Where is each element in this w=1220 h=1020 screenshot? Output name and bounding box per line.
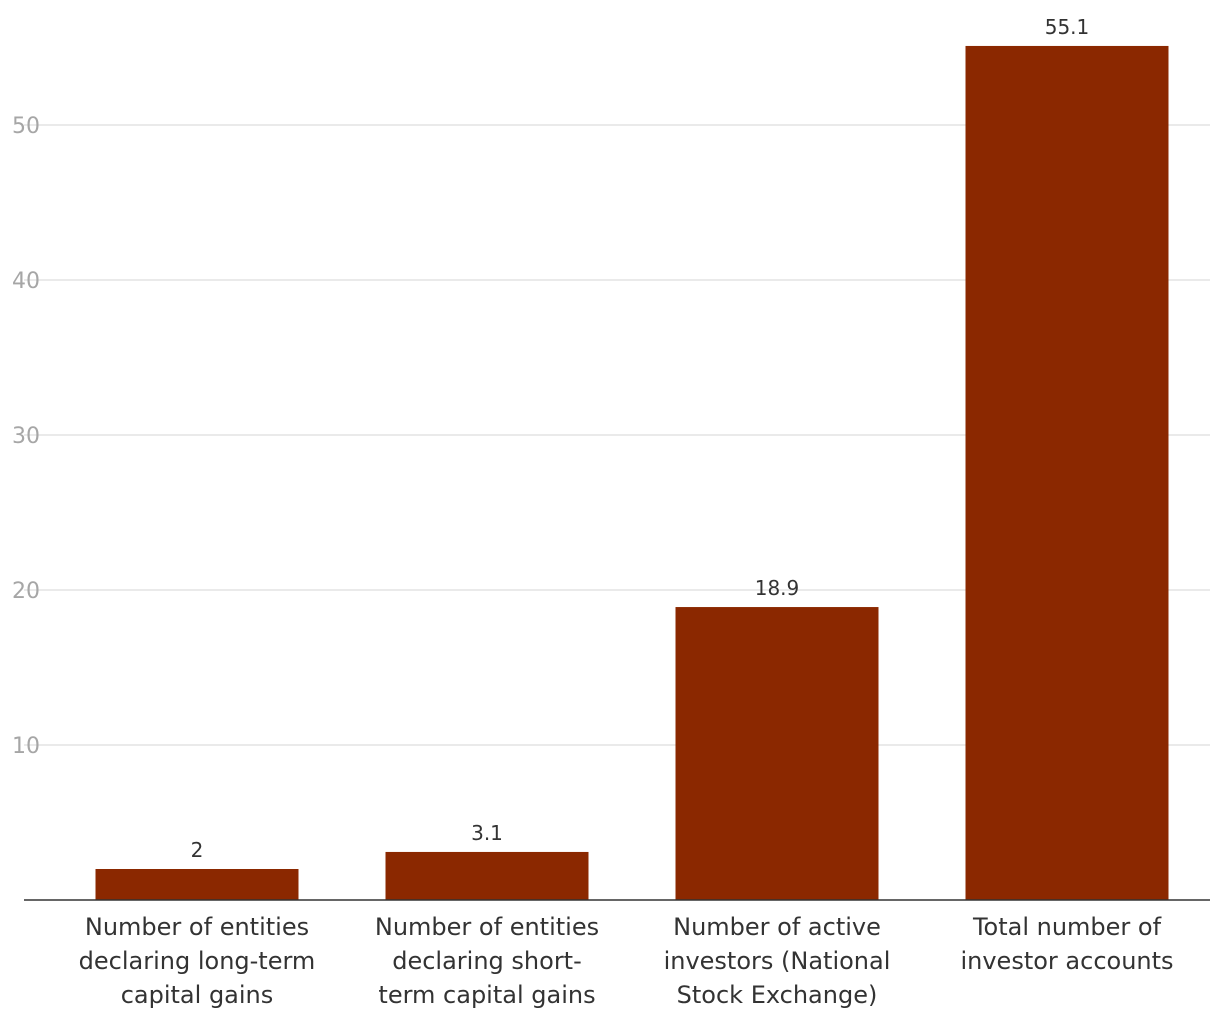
y-tick-label: 10	[12, 734, 40, 759]
x-category-label-line: capital gains	[121, 981, 274, 1009]
bar	[965, 45, 1169, 900]
bar	[385, 851, 589, 900]
bar-value-label: 2	[191, 838, 204, 862]
x-axis-category-labels: Number of entities declaring long-term cap…	[79, 913, 1174, 1009]
x-category-label-line: Total number of	[972, 913, 1162, 941]
y-tick-label: 40	[12, 269, 40, 294]
bar-value-label: 55.1	[1045, 15, 1090, 39]
bars	[95, 45, 1169, 900]
x-category-label-line: Number of entities	[85, 913, 309, 941]
x-category-label-line: investor accounts	[960, 947, 1173, 975]
x-category-label-line: Number of entities	[375, 913, 599, 941]
x-category-label-line: Number of active	[673, 913, 881, 941]
x-category-label: Number of active investors (National Stock…	[664, 913, 891, 1009]
x-category-label-line: declaring short-	[392, 947, 582, 975]
x-category-label-line: investors (National	[664, 947, 891, 975]
y-axis-ticks: 10 20 30 40 50	[12, 114, 40, 759]
x-category-label-line: term capital gains	[378, 981, 595, 1009]
bar-value-label: 18.9	[755, 576, 800, 600]
y-tick-label: 20	[12, 579, 40, 604]
x-category-label: Total number of investor accounts	[960, 913, 1173, 975]
y-tick-label: 50	[12, 114, 40, 139]
x-category-label: Number of entities declaring long-term cap…	[79, 913, 316, 1009]
data-labels: 2 3.1 18.9 55.1	[191, 15, 1090, 862]
bar	[675, 607, 879, 900]
bar-value-label: 3.1	[471, 821, 503, 845]
y-tick-label: 30	[12, 424, 40, 449]
bar	[95, 869, 299, 900]
x-category-label-line: Stock Exchange)	[677, 981, 878, 1009]
x-category-label-line: declaring long-term	[79, 947, 316, 975]
x-category-label: Number of entities declaring short-term c…	[375, 913, 599, 1009]
